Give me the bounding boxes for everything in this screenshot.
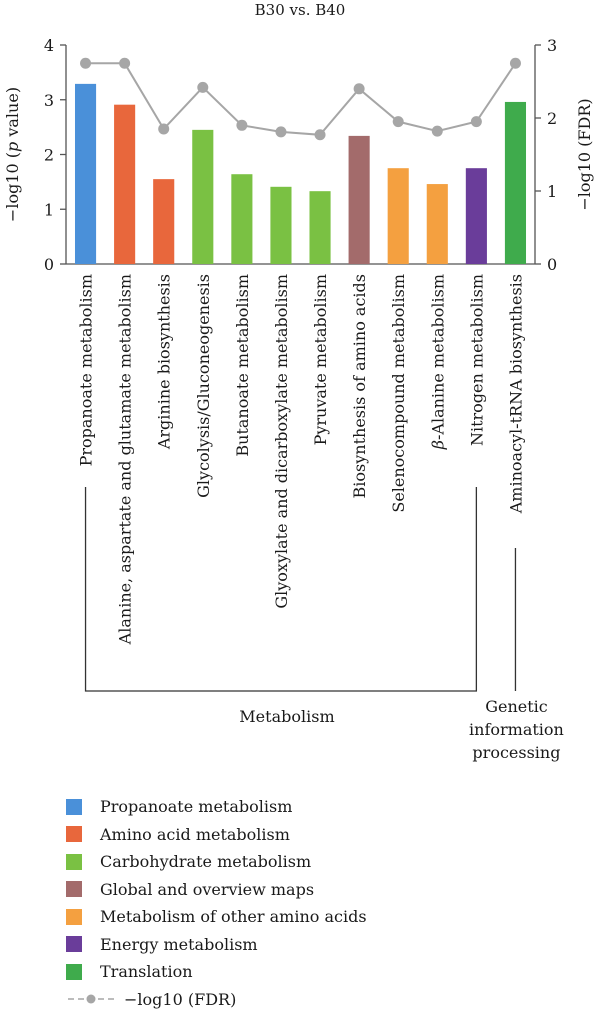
fdr-point [158, 123, 169, 134]
y-tick-label-left: 0 [44, 255, 54, 274]
y-tick-label-left: 3 [44, 91, 54, 110]
bracket-label-genetic: processing [472, 743, 560, 762]
fdr-point [80, 58, 91, 69]
x-tick-label: Glyoxylate and dicarboxylate metabolism [272, 274, 291, 609]
fdr-point [471, 116, 482, 127]
legend-swatch [66, 909, 82, 925]
y-axis-label-right: −log10 (FDR) [575, 98, 594, 210]
fdr-point [236, 120, 247, 131]
legend-item: Metabolism of other amino acids [66, 903, 586, 931]
x-tick-label: Selenocompound metabolism [389, 274, 408, 513]
x-tick-labels: Propanoate metabolism Alanine, aspartate … [77, 274, 526, 645]
y-axis-label-left: −log10 (p value) [3, 87, 22, 222]
legend-swatch [66, 881, 82, 897]
bracket-label-genetic: Genetic [485, 697, 548, 716]
fdr-point [119, 58, 130, 69]
bar [231, 174, 252, 264]
y-tick-label-right: 2 [547, 109, 557, 128]
fdr-point [315, 129, 326, 140]
legend-label: −log10 (FDR) [124, 990, 236, 1009]
legend-label: Metabolism of other amino acids [100, 907, 367, 926]
x-tick-label: Butanoate metabolism [233, 274, 252, 457]
legend-item-fdr: −log10 (FDR) [66, 986, 586, 1013]
legend-item: Propanoate metabolism [66, 793, 586, 821]
bar [114, 105, 135, 264]
x-tick-label: Biosynthesis of amino acids [350, 274, 369, 498]
legend-label: Translation [100, 962, 193, 981]
x-tick-label: Aminoacyl-tRNA biosynthesis [506, 274, 525, 514]
legend-item: Energy metabolism [66, 931, 586, 959]
bar [349, 136, 370, 264]
legend-item: Translation [66, 958, 586, 986]
bracket-label-metabolism: Metabolism [239, 707, 334, 726]
y-tick-label-left: 2 [44, 146, 54, 165]
y-tick-label-right: 1 [547, 182, 557, 201]
legend-swatch [66, 854, 82, 870]
chart: B30 vs. B40 0 1 2 3 4 0 1 2 3 −log10 (p value) −lo… [0, 0, 600, 780]
legend-label: Global and overview maps [100, 880, 314, 899]
legend-item: Global and overview maps [66, 876, 586, 904]
y-tick-label-left: 4 [44, 36, 54, 55]
fdr-point [354, 83, 365, 94]
x-tick-label: Glycolysis/Gluconeogenesis [194, 274, 213, 498]
y-tick-label-left: 1 [44, 200, 54, 219]
bar [466, 168, 487, 264]
bar [309, 191, 330, 264]
fdr-line [80, 58, 521, 141]
legend-swatch [66, 799, 82, 815]
bar [388, 168, 409, 264]
legend-label: Energy metabolism [100, 935, 258, 954]
bars [75, 84, 526, 264]
bar [505, 102, 526, 264]
fdr-point [393, 116, 404, 127]
legend-label: Propanoate metabolism [100, 797, 292, 816]
x-tick-label: Nitrogen metabolism [467, 274, 486, 446]
x-tick-label: Pyruvate metabolism [311, 274, 330, 445]
fdr-series-line [86, 63, 516, 135]
bar [270, 187, 291, 264]
legend-swatch [66, 936, 82, 952]
x-tick-label: Propanoate metabolism [77, 274, 96, 466]
bar [75, 84, 96, 264]
x-tick-label: Arginine biosynthesis [155, 274, 174, 450]
legend-fdr-marker [87, 995, 96, 1004]
legend-label: Amino acid metabolism [100, 825, 290, 844]
legend-swatch [66, 826, 82, 842]
bar [153, 179, 174, 264]
bracket-label-genetic: information [469, 720, 564, 739]
bar [427, 184, 448, 264]
y-tick-label-right: 0 [547, 255, 557, 274]
fdr-point [510, 58, 521, 69]
legend-item: Amino acid metabolism [66, 821, 586, 849]
legend-label: Carbohydrate metabolism [100, 852, 311, 871]
y-tick-label-right: 3 [547, 36, 557, 55]
legend: Propanoate metabolism Amino acid metaboli… [66, 793, 586, 1013]
legend-swatch [66, 964, 82, 980]
chart-title: B30 vs. B40 [255, 1, 346, 19]
legend-item: Carbohydrate metabolism [66, 848, 586, 876]
fdr-point [275, 126, 286, 137]
category-brackets: Metabolism Genetic information processing [86, 487, 564, 762]
fdr-point [197, 82, 208, 93]
bar [192, 130, 213, 264]
x-tick-label: Alanine, aspartate and glutamate metabol… [116, 274, 135, 645]
x-tick-label: β-Alanine metabolism [428, 274, 447, 450]
fdr-point [432, 126, 443, 137]
